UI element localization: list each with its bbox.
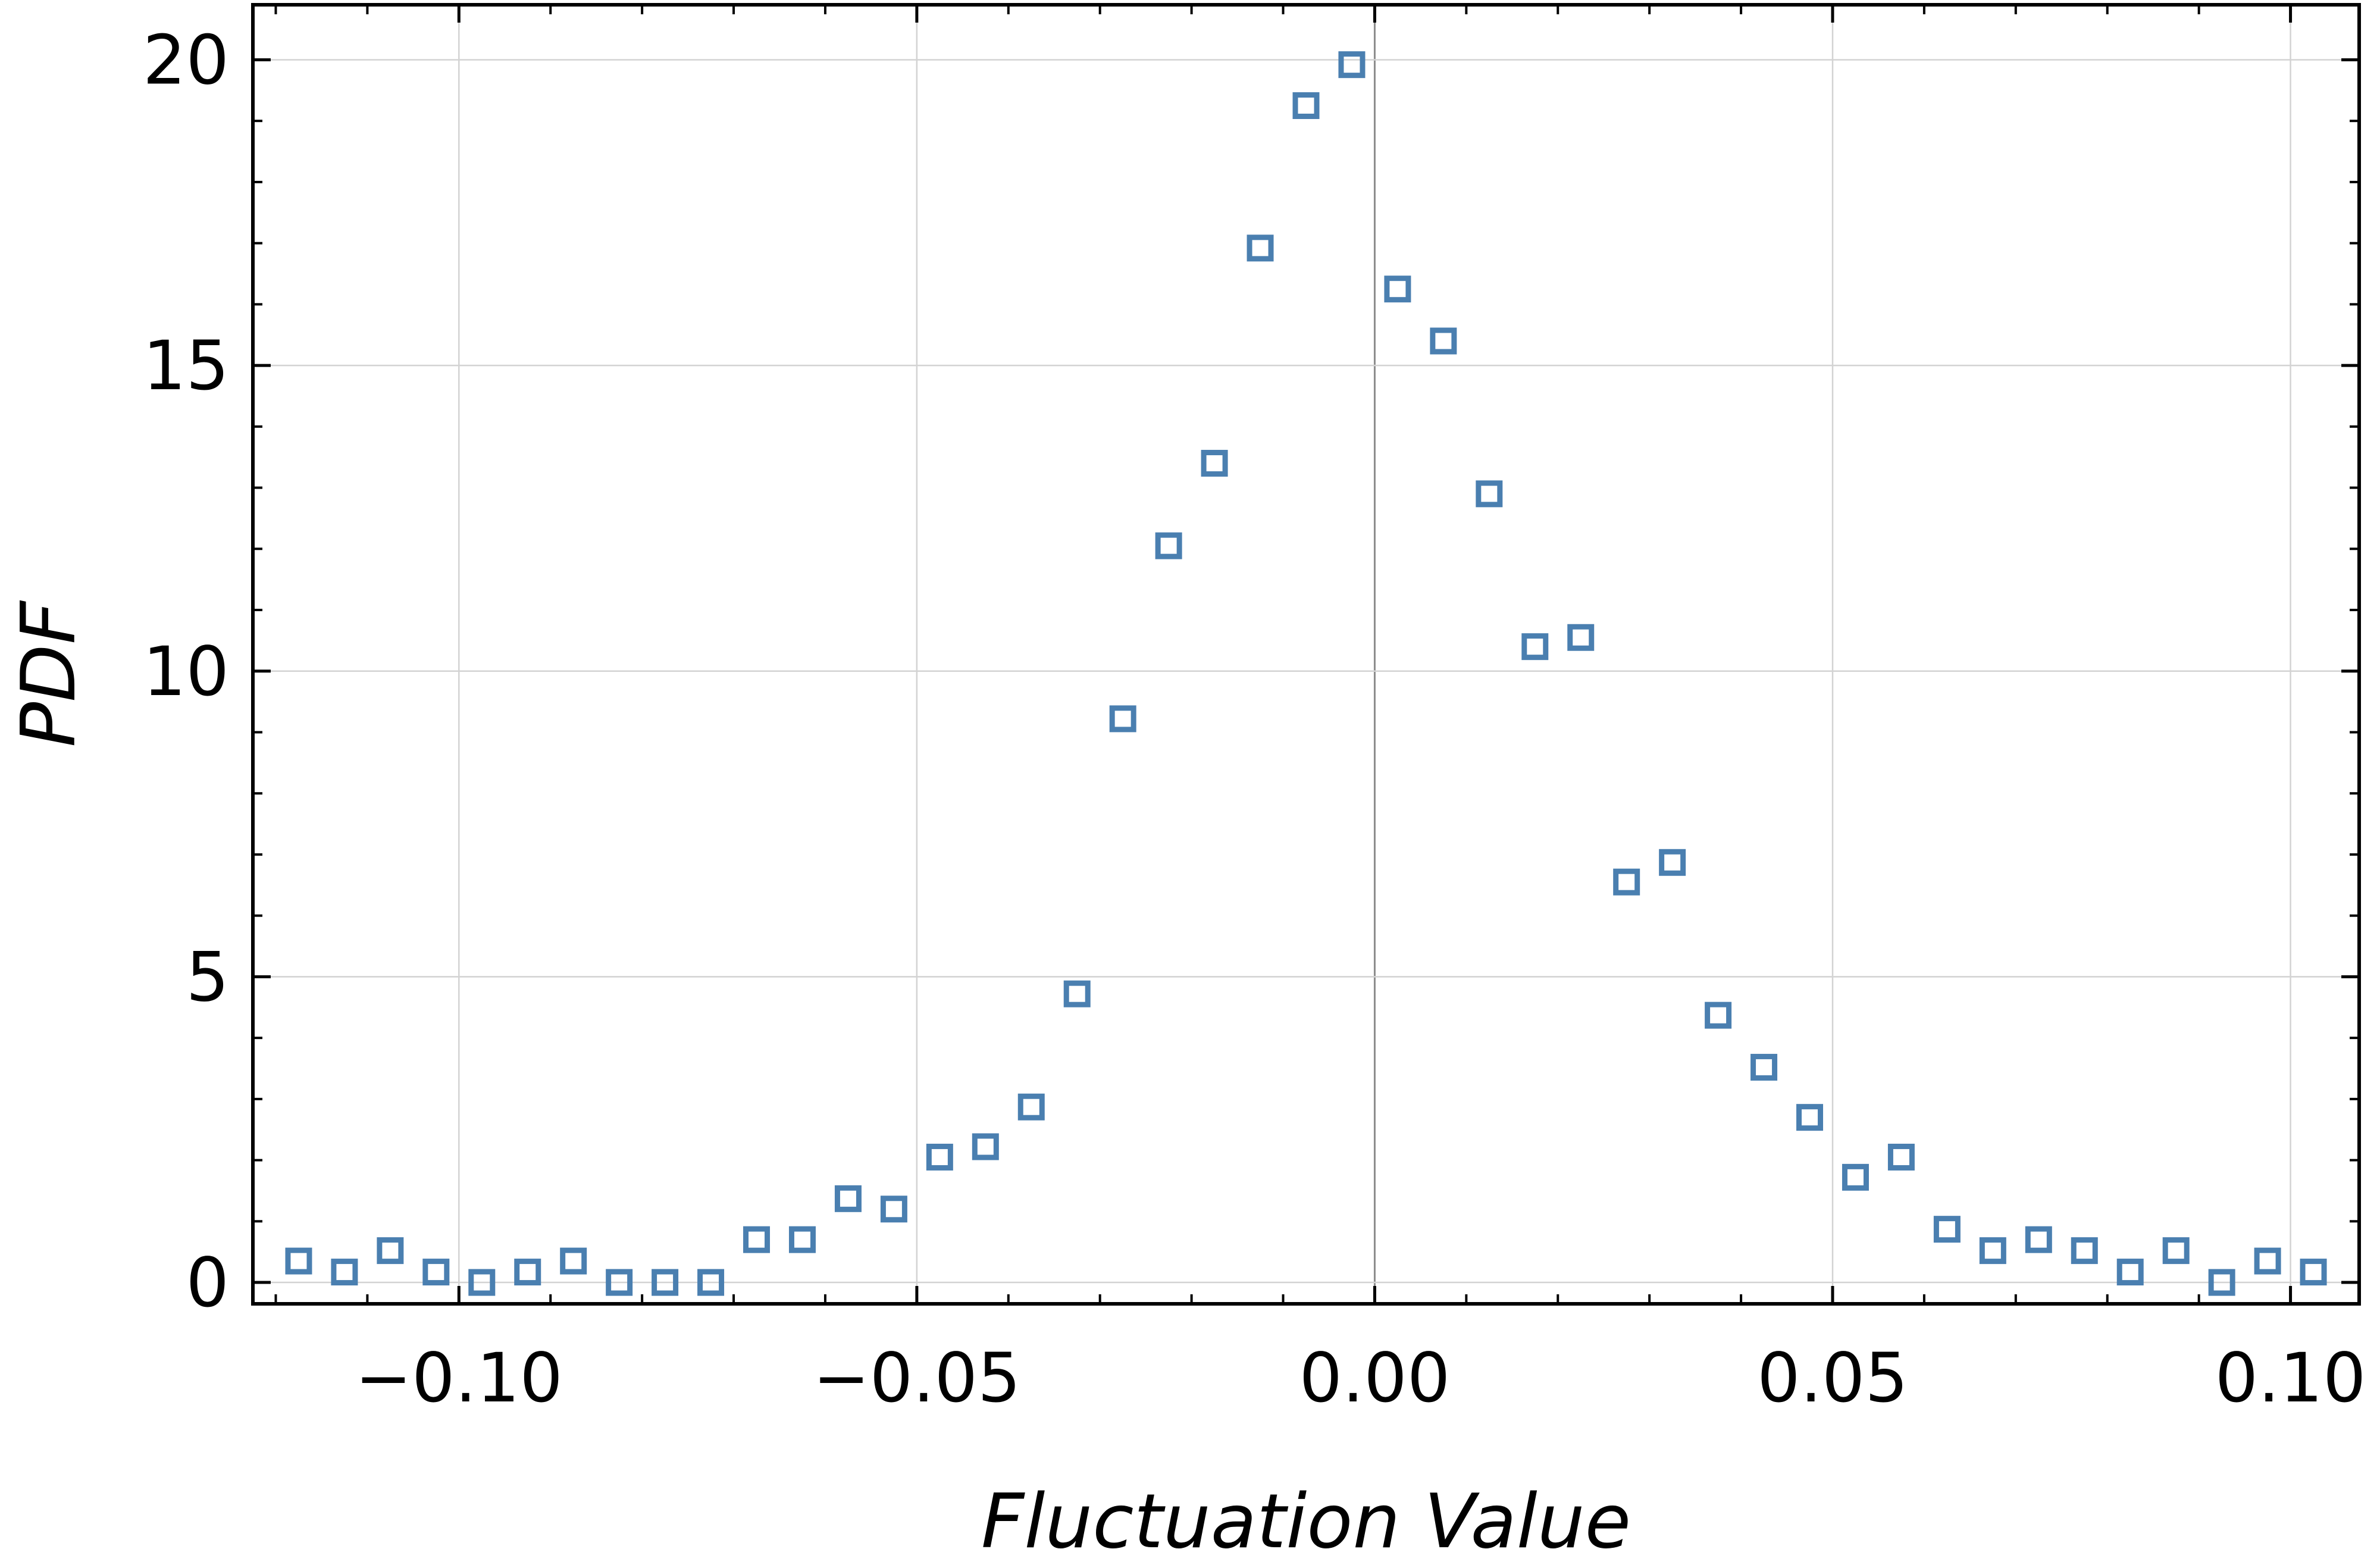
data-point-33 [1796,1104,1824,1131]
y-tick-labels: 0 5 10 15 20 [143,20,229,1322]
data-point-4 [468,1269,496,1296]
data-point-5 [514,1259,541,1286]
data-point-27 [1521,633,1549,661]
data-point-1 [331,1259,358,1286]
x-tick-labels: −0.10 −0.05 0.00 0.05 0.10 [355,1338,2366,1417]
y-tick-label-0: 0 [186,1243,229,1322]
data-point-25 [1430,327,1457,355]
data-point-3 [422,1259,450,1286]
data-point-26 [1476,480,1503,508]
data-point-22 [1292,92,1320,120]
data-point-35 [1887,1143,1915,1171]
data-point-34 [1842,1163,1869,1191]
y-tick-label-3: 15 [143,326,229,405]
data-point-0 [285,1247,312,1275]
data-point-36 [1933,1216,1961,1243]
data-point-29 [1613,868,1640,896]
data-point-13 [880,1196,907,1223]
x-tick-label-2: 0.00 [1299,1338,1451,1417]
data-point-7 [606,1269,633,1296]
data-point-39 [2071,1237,2098,1265]
y-tick-label-2: 10 [143,632,229,711]
x-tick-label-1: −0.05 [813,1338,1020,1417]
data-point-30 [1659,849,1686,876]
data-point-6 [560,1247,587,1275]
data-point-2 [377,1237,404,1265]
grid-lines [253,5,2359,1304]
y-tick-label-4: 20 [143,20,229,99]
y-tick-label-1: 5 [186,937,229,1016]
data-point-9 [697,1269,725,1296]
x-tick-label-0: −0.10 [355,1338,563,1417]
data-point-28 [1567,624,1595,651]
data-point-21 [1247,234,1274,262]
data-point-12 [834,1185,862,1212]
plot-frame [251,3,2361,1306]
data-point-15 [972,1133,999,1160]
data-point-20 [1201,449,1228,477]
data-point-31 [1705,1002,1732,1029]
data-point-17 [1063,980,1091,1007]
data-point-41 [2162,1237,2190,1265]
data-point-14 [926,1143,953,1171]
data-point-18 [1109,705,1136,733]
data-point-10 [743,1226,771,1253]
y-axis-label: PDF [5,600,92,747]
data-point-44 [2300,1259,2327,1286]
data-points [285,51,2327,1296]
data-point-42 [2208,1269,2235,1296]
data-point-24 [1384,276,1411,303]
axis-ticks [253,5,2359,1304]
x-tick-label-3: 0.05 [1757,1338,1908,1417]
data-point-38 [2025,1226,2052,1253]
data-point-19 [1155,532,1182,559]
data-point-8 [652,1269,679,1296]
data-point-43 [2254,1247,2281,1275]
data-point-32 [1750,1053,1778,1081]
data-point-23 [1338,51,1366,79]
x-axis-label: Fluctuation Value [981,1478,1631,1549]
data-point-37 [1979,1237,2006,1265]
data-point-40 [2116,1259,2144,1286]
data-point-11 [788,1226,816,1253]
data-point-16 [1017,1093,1045,1121]
x-tick-label-4: 0.10 [2215,1338,2366,1417]
